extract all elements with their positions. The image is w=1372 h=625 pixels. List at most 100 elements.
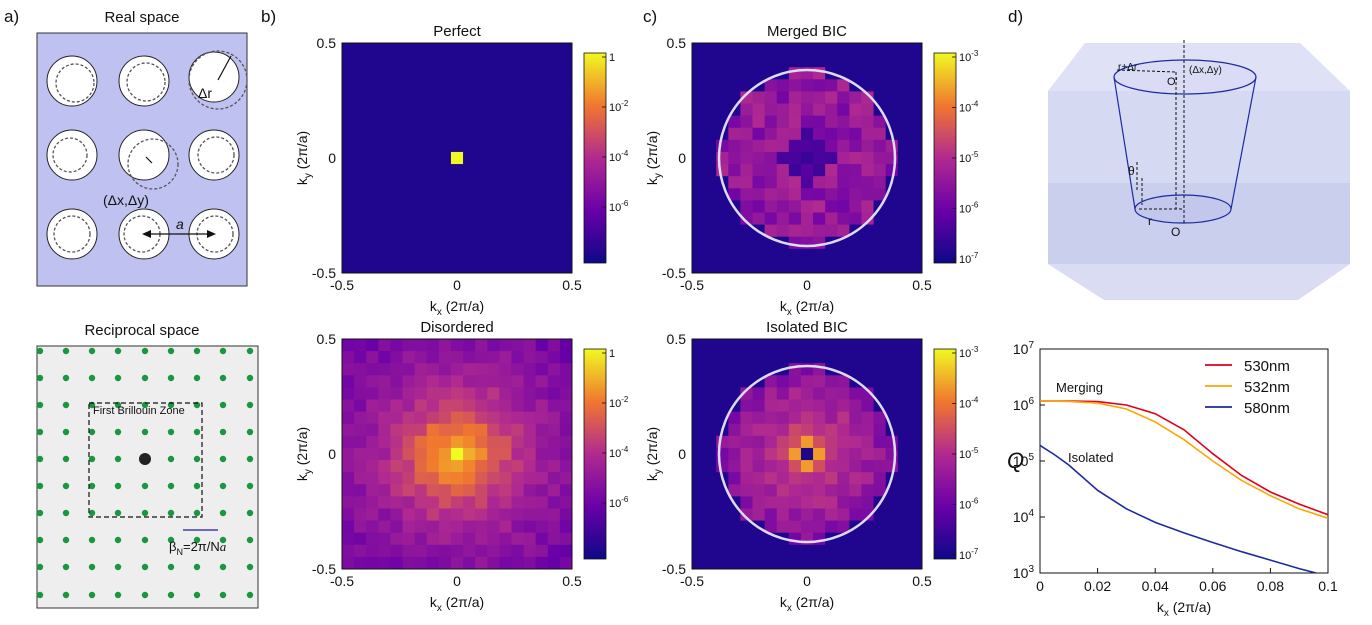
heatmap-cell [849,472,862,485]
heatmap-cell [402,188,416,201]
heatmap-cell [813,127,826,141]
heatmap-cell [909,484,923,497]
heatmap-cell [559,79,573,92]
heatmap-cell [342,447,355,461]
heatmap-cell [414,508,428,522]
heatmap-cell [559,544,573,558]
heatmap-cell [414,399,428,413]
heatmap-cell [438,496,452,509]
heatmap-cell [849,151,862,165]
heatmap-cell [849,127,862,141]
heatmap-cell [800,411,814,425]
heatmap-cell [450,339,464,352]
heatmap-cell [342,139,355,153]
heatmap-cell [885,164,899,177]
heatmap-cell [450,200,464,213]
heatmap-cell [463,67,476,80]
heatmap-cell [704,544,717,558]
heatmap-cell [764,447,778,461]
heatmap-cell [438,151,452,165]
heatmap-cell [438,200,452,213]
heatmap-cell [342,67,355,80]
heatmap-cell [499,260,512,274]
heatmap-cell [825,139,838,153]
heatmap-cell [873,460,887,473]
heatmap-cell [499,212,512,226]
heatmap-cell [825,176,838,189]
heatmap-cell [366,212,379,226]
heatmap-cell [438,351,452,364]
heatmap-cell [897,339,911,352]
heatmap-cell [463,544,476,558]
heatmap-cell [547,127,561,141]
heatmap-cell [897,127,911,141]
heatmap-cell [813,139,826,153]
heatmap-cell [559,520,573,534]
heatmap-cell [402,508,416,522]
heatmap-cell [764,115,778,129]
heatmap-cell [414,556,428,570]
heatmap-cell [813,188,826,201]
heatmap-cell [414,248,428,262]
cone-shift-label: (Δx,Δy) [1189,65,1222,76]
heatmap-cell [463,79,476,92]
heatmap-cell [716,212,729,226]
heatmap-cell [873,188,887,201]
heatmap-cell [885,351,899,364]
heatmap-cell [559,556,573,570]
heatmap-cell [885,544,899,558]
heatmap-cell [692,55,705,68]
heatmap-cell [776,151,790,165]
heatmap-cell [535,139,549,153]
heatmap-cell [450,139,464,153]
heatmap-cell [776,79,790,92]
heatmap-cell [776,139,790,153]
heatmap-cell [487,339,500,352]
heatmap-cell [692,411,705,425]
heatmap-cell [342,484,355,497]
heatmap-cell [414,339,428,352]
heatmap-cell [716,43,729,56]
heatmap-cell [873,520,887,534]
heatmap-cell [704,91,717,105]
heatmap-cell [740,399,754,413]
heatmap-cell [692,472,705,485]
heatmap-cell [354,260,367,274]
heatmap-cell [475,351,488,364]
heatmap-cell [740,435,754,449]
heatmap-cell [523,411,537,425]
heatmap-cell [390,115,404,129]
reciprocal-point [36,374,44,382]
heatmap-cell [342,103,355,117]
heatmap-cell [825,188,838,201]
heatmap-cell [692,224,705,238]
heatmap-cell [873,67,887,80]
heatmap-cell [342,423,355,437]
reciprocal-point [219,374,227,382]
heatmap-cell [849,91,862,105]
heatmap-cell [885,103,899,117]
heatmap-cell [354,520,367,534]
heatmap-cell [426,399,440,413]
heatmap-cell [849,236,862,250]
heatmap-cell [450,472,464,485]
heatmap-cell [414,67,428,80]
heatmap-cell [378,423,391,437]
heatmap-cell [813,556,826,570]
heatmap-cell [475,127,488,141]
heatmap-cell [342,375,355,388]
heatmap-cell [740,460,754,473]
heatmap-cell [463,375,476,388]
heatmap-cell [414,91,428,105]
heatmap-cell [692,43,705,56]
heatmap-cell [402,103,416,117]
heatmap-cell [704,411,717,425]
reciprocal-point [62,536,70,544]
reciprocal-point [141,509,149,517]
heatmap-cell [861,200,875,213]
heatmap-cell [547,103,561,117]
reciprocal-point [167,563,175,571]
heatmap-cell [716,387,729,401]
